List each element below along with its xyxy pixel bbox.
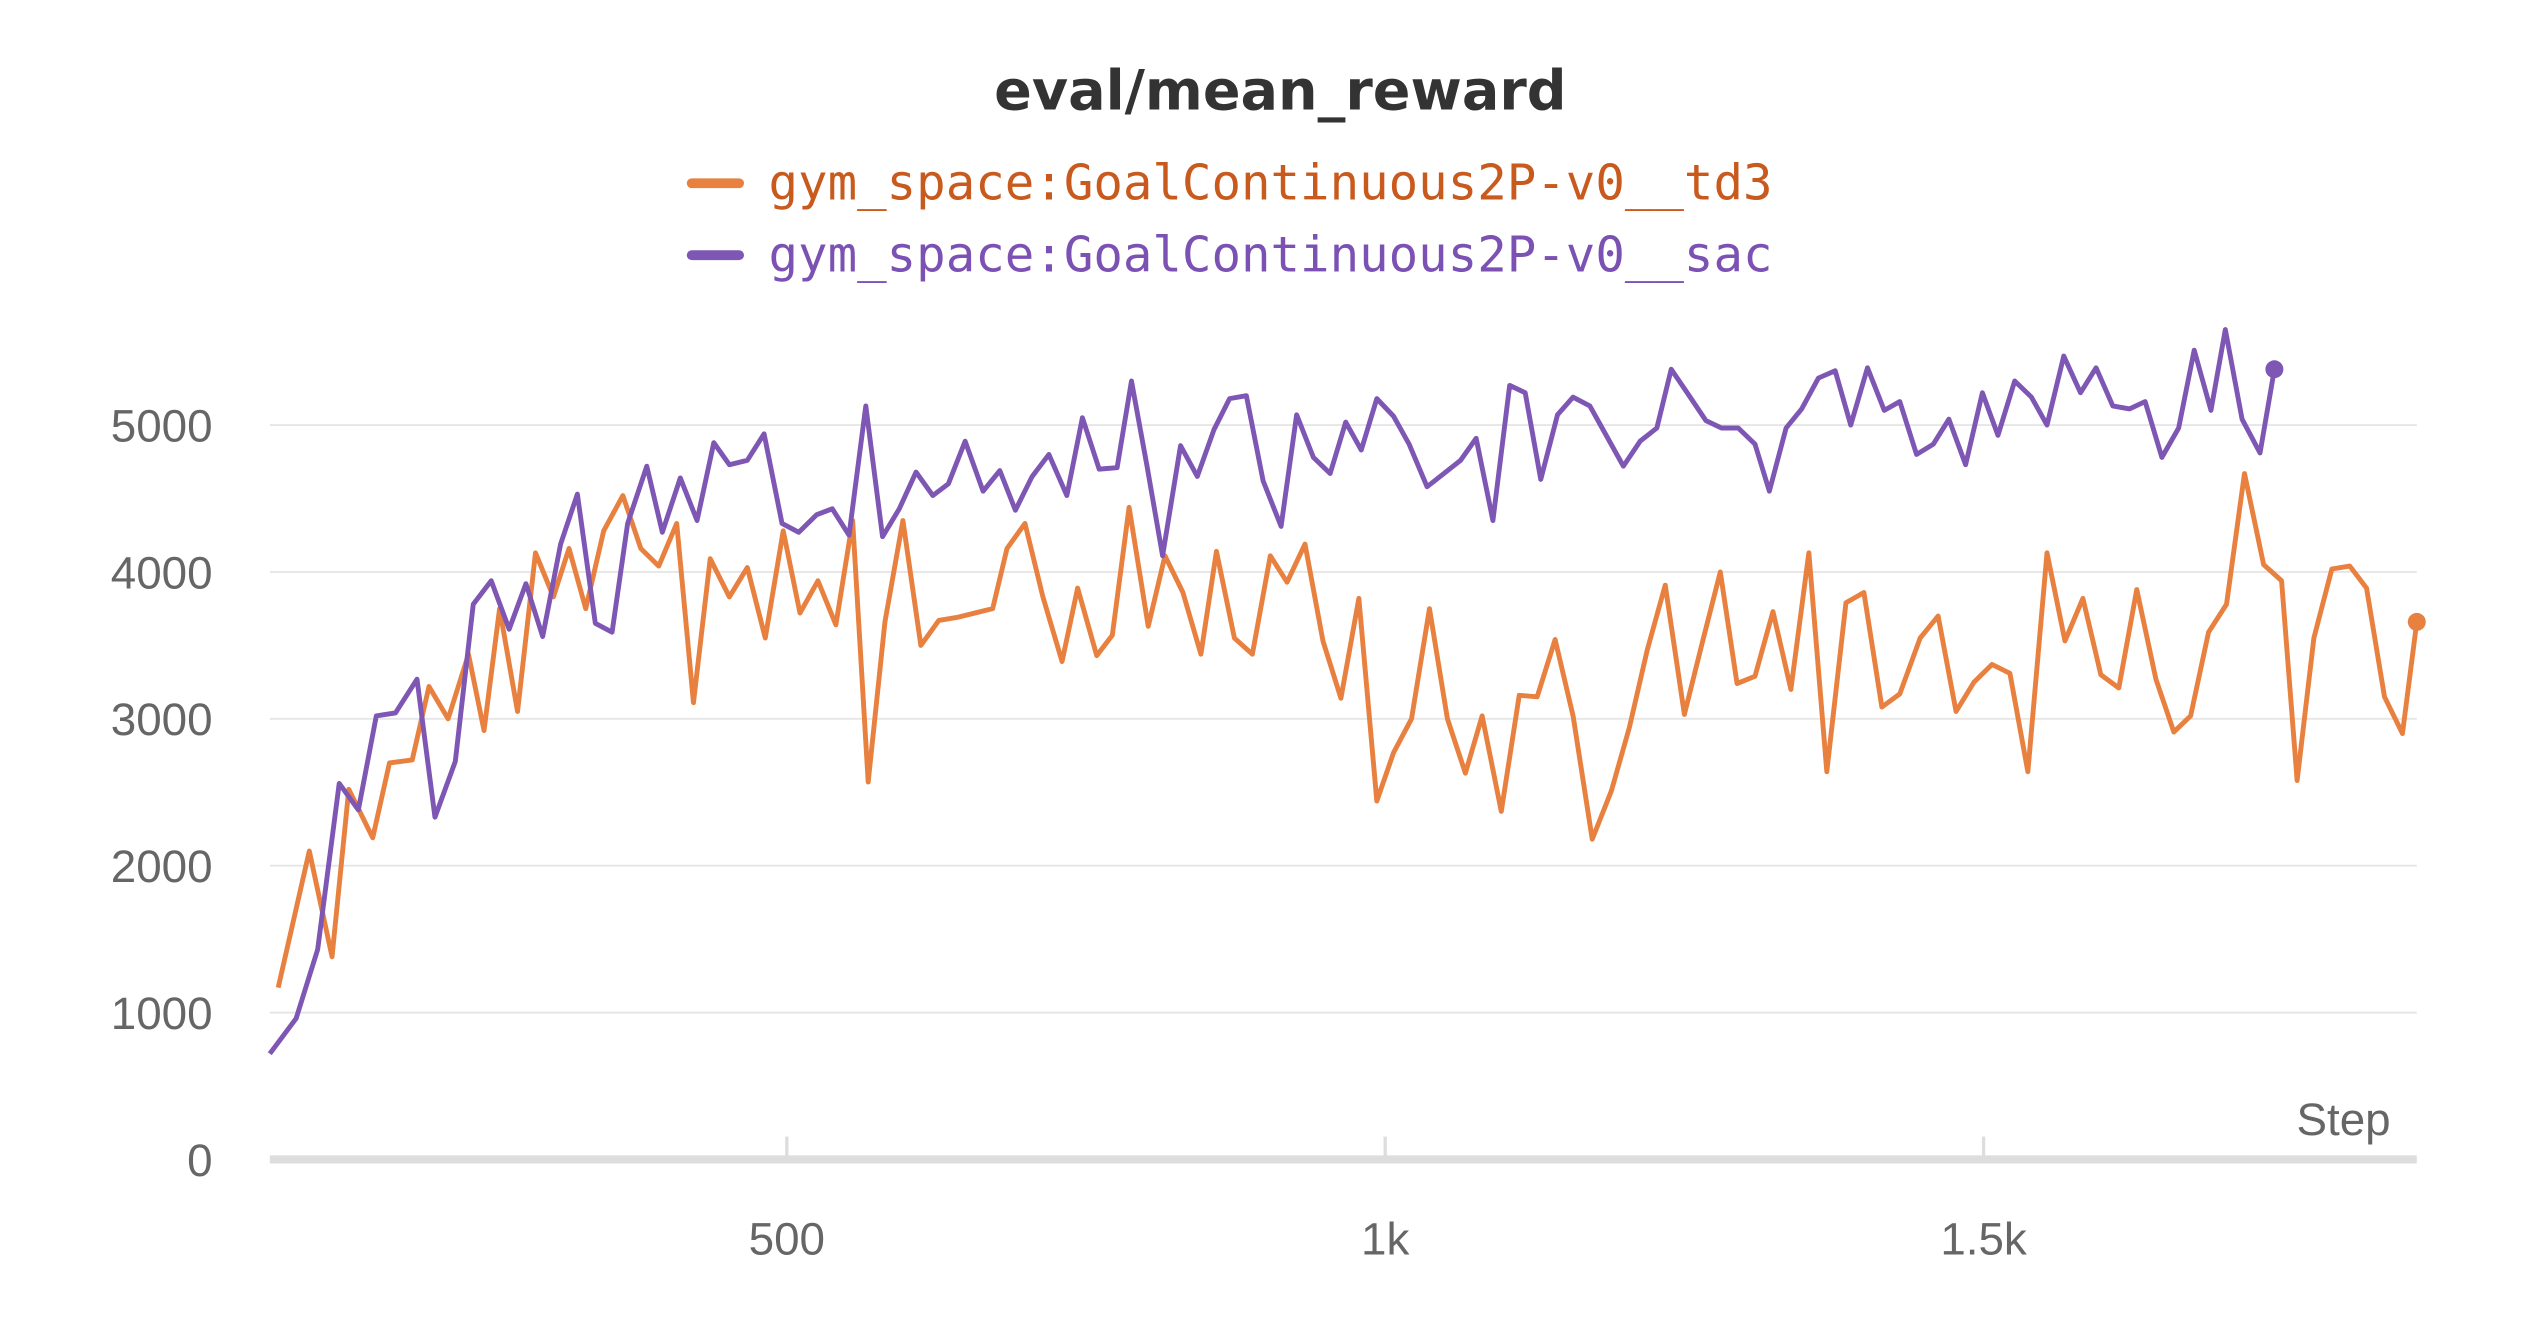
end-point [2407,612,2426,631]
y-tick-label: 1000 [111,988,213,1039]
y-tick-label: 5000 [111,400,213,451]
y-tick-label: 3000 [111,694,213,745]
series-line [267,327,2277,1056]
x-tick-label: 1k [1361,1213,1409,1264]
end-point [2265,360,2284,379]
x-axis-label: Step [2296,1094,2390,1145]
y-tick-label: 4000 [111,547,213,598]
y-tick-label: 0 [187,1135,212,1186]
y-tick-label: 2000 [111,841,213,892]
legend-label: gym_space:GoalContinuous2P-v0__td3 [769,154,1773,212]
x-tick-label: 500 [749,1213,825,1264]
x-tick-label: 1.5k [1940,1213,2027,1264]
chart-title: eval/mean_reward [994,59,1566,124]
legend-label: gym_space:GoalContinuous2P-v0__sac [769,226,1773,284]
series-line [275,471,2420,989]
